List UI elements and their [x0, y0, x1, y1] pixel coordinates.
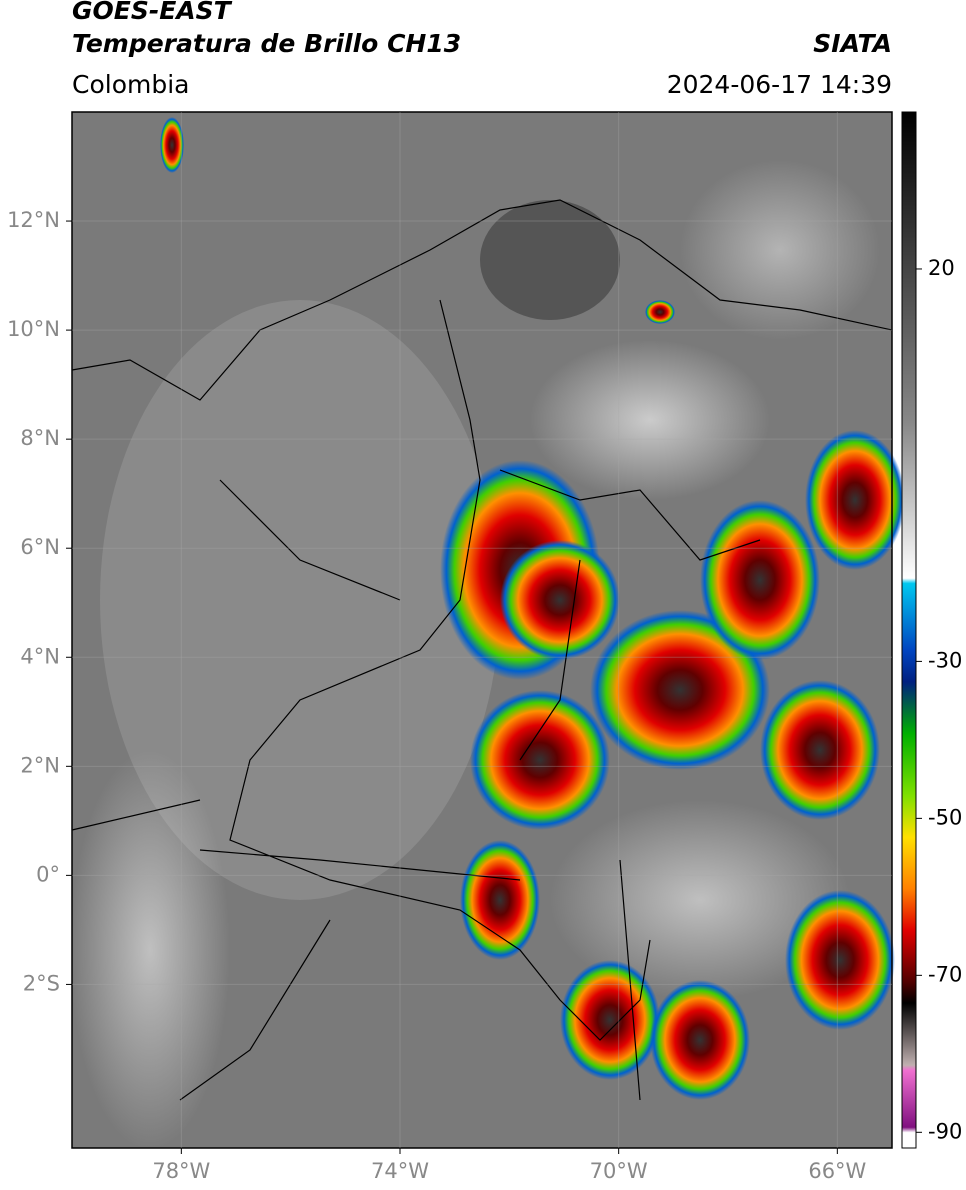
x-tick-label: 78°W [152, 1159, 210, 1183]
y-tick-label: 10°N [7, 317, 60, 341]
subtitle: Temperatura de Brillo CH13 [72, 29, 461, 58]
map-image [70, 111, 905, 1150]
datetime: 2024-06-17 14:39 [667, 70, 892, 99]
y-tick-label: 2°N [20, 753, 60, 777]
source: SIATA [813, 29, 892, 58]
y-tick-label: 2°S [23, 971, 60, 995]
colorbar-tick-label: -90 [928, 1119, 962, 1143]
region: Colombia [72, 70, 189, 99]
x-tick-label: 66°W [808, 1159, 866, 1183]
y-tick-label: 4°N [20, 644, 60, 668]
y-tick-label: 12°N [7, 208, 60, 232]
colorbar-tick-label: -50 [928, 805, 962, 829]
y-tick-label: 6°N [20, 535, 60, 559]
colorbar-tick-label: 20 [928, 256, 955, 280]
y-tick-label: 8°N [20, 426, 60, 450]
x-tick-label: 74°W [371, 1159, 429, 1183]
colorbar-tick-label: -30 [928, 648, 962, 672]
y-tick-label: 0° [36, 862, 60, 886]
title: GOES-EAST [72, 0, 233, 25]
colorbar [901, 111, 917, 1149]
colorbar-tick-label: -70 [928, 962, 962, 986]
x-tick-label: 70°W [590, 1159, 648, 1183]
